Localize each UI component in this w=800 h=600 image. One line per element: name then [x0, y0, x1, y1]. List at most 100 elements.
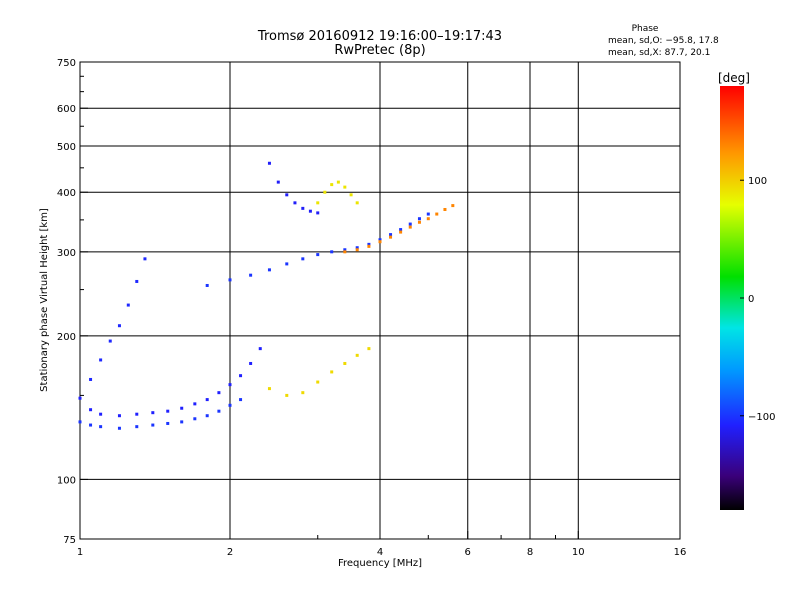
echo-point: [301, 206, 305, 210]
chart-title: Tromsø 20160912 19:16:00–19:17:43: [257, 29, 502, 44]
echo-point: [166, 409, 170, 413]
echo-point: [285, 193, 289, 197]
echo-point: [239, 374, 243, 378]
colorbar-tick-label: 0: [748, 294, 754, 305]
stats-line-x: mean, sd,X: 87.7, 20.1: [608, 48, 710, 58]
echo-point: [249, 361, 253, 365]
echo-point: [276, 180, 280, 184]
x-tick-label: 4: [377, 547, 383, 558]
y-tick-label: 750: [57, 58, 76, 69]
echo-point: [228, 403, 232, 407]
echo-point: [408, 222, 412, 226]
colorbar-tick-label: 100: [748, 176, 767, 187]
echo-point: [316, 211, 320, 215]
echo-point: [151, 423, 155, 427]
echo-point: [78, 396, 82, 400]
echo-point: [239, 398, 243, 402]
echo-point: [367, 242, 371, 246]
echo-point: [293, 201, 297, 205]
echo-point: [117, 324, 121, 328]
grid: [80, 62, 680, 539]
echo-point: [117, 426, 121, 430]
echo-point: [135, 425, 139, 429]
echo-point: [308, 209, 312, 213]
echo-point: [151, 411, 155, 415]
echo-point: [451, 204, 455, 208]
x-tick-label: 1: [77, 547, 83, 558]
y-tick-label: 200: [57, 332, 76, 343]
x-tick-label: 10: [572, 547, 585, 558]
echo-point: [355, 201, 359, 205]
echo-point: [180, 420, 184, 424]
echo-point: [135, 412, 139, 416]
echo-point: [205, 414, 209, 418]
echo-point: [349, 193, 353, 197]
echo-point: [143, 257, 147, 261]
chart-subtitle: RwPretec (8p): [334, 43, 425, 58]
y-tick-label: 100: [57, 475, 76, 486]
colorbar-label: [deg]: [718, 71, 750, 85]
echo-point: [99, 412, 103, 416]
y-axis-label: Stationary phase Virtual Height [km]: [39, 208, 50, 392]
y-tick-label: 300: [57, 248, 76, 259]
echo-point: [135, 279, 139, 283]
echo-point: [180, 406, 184, 410]
echo-point: [228, 278, 232, 282]
y-tick-label: 600: [57, 104, 76, 115]
x-tick-label: 16: [674, 547, 687, 558]
y-tick-label: 75: [63, 535, 76, 546]
echo-point: [355, 246, 359, 250]
echo-point: [417, 217, 421, 221]
echo-point: [267, 161, 271, 165]
stats-heading: Phase: [632, 24, 659, 34]
echo-point: [89, 377, 93, 381]
echo-point: [316, 380, 320, 384]
echo-point: [323, 190, 327, 194]
colorbar-tick-label: −100: [748, 412, 775, 423]
x-tick-label: 2: [227, 547, 233, 558]
echo-point: [330, 183, 334, 187]
y-tick-label: 400: [57, 188, 76, 199]
echo-point: [285, 393, 289, 397]
echo-point: [343, 361, 347, 365]
scatter-points: [78, 161, 455, 430]
echo-point: [267, 268, 271, 272]
echo-point: [249, 273, 253, 277]
echo-point: [443, 207, 447, 211]
stats-line-o: mean, sd,O: −95.8, 17.8: [608, 36, 719, 46]
echo-point: [355, 353, 359, 357]
axis-ticks: [79, 61, 681, 540]
y-tick-label: 500: [57, 142, 76, 153]
x-tick-label: 8: [527, 547, 533, 558]
x-tick-label: 6: [465, 547, 471, 558]
echo-point: [285, 262, 289, 266]
echo-point: [399, 228, 403, 232]
echo-point: [205, 283, 209, 287]
echo-point: [78, 420, 82, 424]
echo-point: [389, 233, 393, 237]
echo-point: [355, 248, 359, 252]
echo-point: [343, 185, 347, 189]
echo-point: [316, 253, 320, 257]
echo-point: [126, 303, 130, 307]
echo-point: [89, 408, 93, 412]
echo-point: [417, 220, 421, 224]
echo-point: [367, 244, 371, 248]
echo-point: [258, 347, 262, 351]
x-tick-labels: 1 2 4 6 8 10 16: [77, 547, 687, 558]
echo-point: [205, 398, 209, 402]
echo-point: [217, 409, 221, 413]
echo-point: [378, 240, 382, 244]
echo-point: [426, 217, 430, 221]
y-tick-labels: 75 100 200 300 400 500 600 750: [57, 58, 76, 546]
echo-point: [228, 383, 232, 387]
echo-point: [301, 391, 305, 395]
echo-point: [89, 423, 93, 427]
echo-point: [193, 402, 197, 406]
echo-point: [426, 212, 430, 216]
echo-point: [343, 250, 347, 254]
echo-point: [367, 347, 371, 351]
echo-point: [217, 391, 221, 395]
echo-point: [378, 238, 382, 242]
